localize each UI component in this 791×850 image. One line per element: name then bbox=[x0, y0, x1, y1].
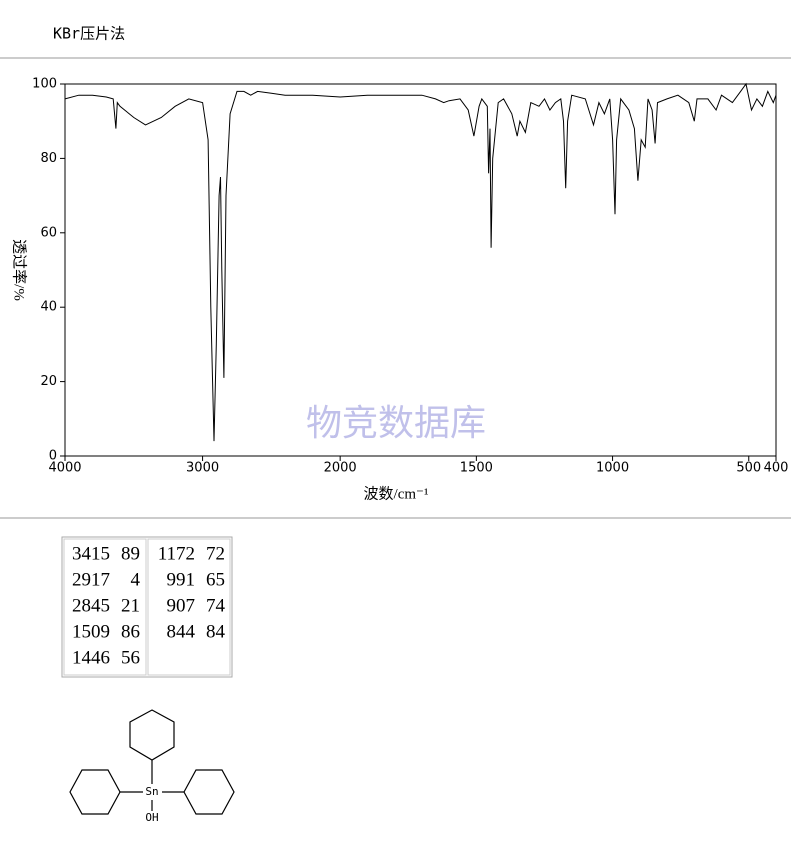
table-cell: 991 bbox=[167, 569, 196, 590]
y-tick-label: 40 bbox=[40, 300, 57, 315]
ring bbox=[129, 709, 175, 761]
atom-label: Sn bbox=[145, 785, 158, 798]
y-tick-label: 100 bbox=[32, 77, 57, 92]
x-tick-label: 4000 bbox=[48, 461, 81, 476]
table-cell: 3415 bbox=[72, 543, 110, 564]
y-axis-label: 透过率/% bbox=[11, 239, 28, 301]
y-tick-label: 60 bbox=[40, 225, 57, 240]
ring bbox=[69, 769, 121, 815]
table-cell: 74 bbox=[206, 595, 226, 616]
y-tick-label: 20 bbox=[40, 374, 57, 389]
table-cell: 84 bbox=[206, 621, 226, 642]
table-cell: 2845 bbox=[72, 595, 110, 616]
structure bbox=[69, 709, 235, 815]
y-tick-label: 80 bbox=[40, 151, 57, 166]
x-tick-label: 500 bbox=[736, 461, 761, 476]
spectrum-line bbox=[64, 82, 777, 442]
x-tick-label: 2000 bbox=[324, 461, 357, 476]
table-cell: 56 bbox=[121, 647, 140, 668]
plot-frame bbox=[64, 83, 777, 457]
table-cell: 89 bbox=[121, 543, 140, 564]
x-axis-label: 波数/cm⁻¹ bbox=[364, 485, 429, 502]
x-tick-label: 1500 bbox=[460, 461, 493, 476]
y-tick-label: 0 bbox=[49, 449, 57, 464]
table-cell: 844 bbox=[167, 621, 196, 642]
table-cell-group bbox=[147, 538, 231, 676]
table-cell: 907 bbox=[167, 595, 196, 616]
table-cell: 4 bbox=[131, 569, 141, 590]
table-cell: 1509 bbox=[72, 621, 110, 642]
ring bbox=[183, 769, 235, 815]
x-tick-label: 1000 bbox=[596, 461, 629, 476]
table-cell: 21 bbox=[121, 595, 140, 616]
x-tick-label: 3000 bbox=[186, 461, 219, 476]
table-cell: 65 bbox=[206, 569, 225, 590]
table-cell-group bbox=[63, 538, 147, 676]
peak-table: 3415 89 1172 72 2917 4 991 65 2845 21 907 74 1509 86 8… bbox=[61, 536, 233, 678]
watermark: 物竞数据库 bbox=[306, 403, 486, 444]
table-cell: 1446 bbox=[72, 647, 110, 668]
table-cell: 1172 bbox=[158, 543, 195, 564]
header-title: KBr压片法 bbox=[53, 25, 125, 43]
table-cell: 2917 bbox=[72, 569, 110, 590]
table-cell: 72 bbox=[206, 543, 225, 564]
table-frame bbox=[61, 536, 233, 678]
x-tick-label: 400 bbox=[764, 461, 789, 476]
table-cell: 86 bbox=[121, 621, 140, 642]
atom-label: OH bbox=[145, 811, 158, 824]
